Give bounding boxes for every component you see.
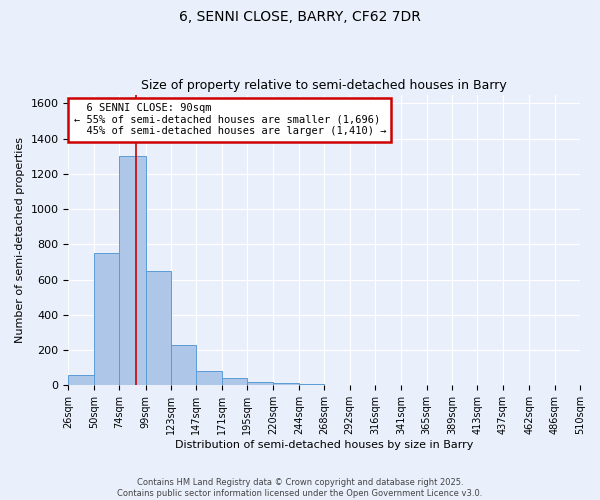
Text: Contains HM Land Registry data © Crown copyright and database right 2025.
Contai: Contains HM Land Registry data © Crown c… — [118, 478, 482, 498]
Bar — [196, 371, 221, 386]
X-axis label: Distribution of semi-detached houses by size in Barry: Distribution of semi-detached houses by … — [175, 440, 473, 450]
Bar — [247, 382, 274, 386]
Bar — [171, 345, 196, 386]
Bar — [146, 271, 171, 386]
Bar — [94, 253, 119, 386]
Bar — [119, 156, 146, 386]
Title: Size of property relative to semi-detached houses in Barry: Size of property relative to semi-detach… — [142, 79, 507, 92]
Y-axis label: Number of semi-detached properties: Number of semi-detached properties — [15, 137, 25, 343]
Bar — [68, 375, 94, 386]
Text: 6 SENNI CLOSE: 90sqm
← 55% of semi-detached houses are smaller (1,696)
  45% of : 6 SENNI CLOSE: 90sqm ← 55% of semi-detac… — [74, 104, 386, 136]
Bar — [274, 382, 299, 386]
Bar — [221, 378, 247, 386]
Text: 6, SENNI CLOSE, BARRY, CF62 7DR: 6, SENNI CLOSE, BARRY, CF62 7DR — [179, 10, 421, 24]
Bar — [299, 384, 324, 386]
